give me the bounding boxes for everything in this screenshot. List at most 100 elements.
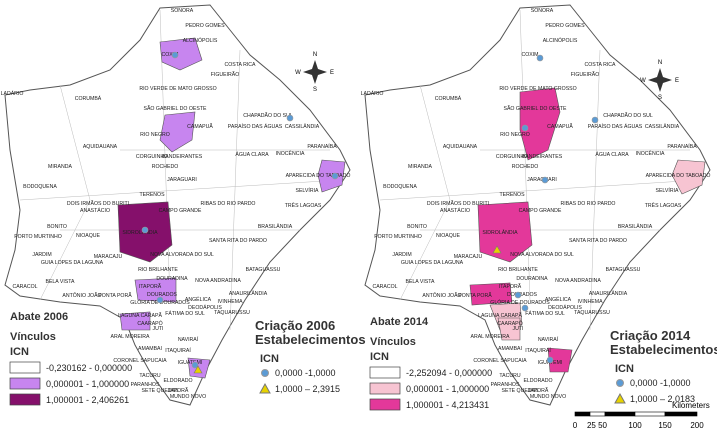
municipality-label: SÃO GABRIEL DO OESTE	[144, 105, 207, 112]
municipality-label: PORTO MURTINHO	[374, 234, 422, 240]
municipality-label: RIO NEGRO	[500, 132, 530, 138]
municipality-label: ELDORADO	[163, 378, 192, 384]
legend-swatch	[369, 382, 401, 395]
municipality-label: PARAÍSO DAS ÁGUAS	[228, 123, 283, 130]
municipality-label: LADÁRIO	[1, 90, 24, 97]
municipality-label: ANGÉLICA	[545, 296, 572, 303]
municipality-label: PEDRO GOMES	[185, 23, 225, 29]
municipality-label: CAMAPUÃ	[547, 123, 573, 130]
scale-tick: 25 50	[587, 421, 608, 430]
municipality-label: MARACAJU	[454, 254, 483, 260]
region	[317, 159, 346, 193]
municipality-label: SANTA RITA DO PARDO	[209, 238, 267, 244]
map: SONORA PEDRO GOMES ALCINÓPOLIS COXIM COSTA R…	[361, 4, 717, 411]
municipality-label: JARAGUARI	[167, 177, 197, 183]
municipality-label: BONITO	[47, 224, 67, 230]
legend-dot	[261, 369, 269, 377]
legend-dot	[616, 379, 624, 387]
municipality-label: SONORA	[531, 8, 554, 14]
municipality-label: PARANAÍBA	[667, 143, 697, 150]
municipality-label: BANDEIRANTES	[162, 154, 203, 160]
municipality-label: RIBAS DO RIO PARDO	[201, 201, 256, 207]
compass-letter: W	[295, 70, 301, 76]
municipality-label: CAARAPÓ	[137, 320, 162, 327]
municipality-label: NOVA ALVORADA DO SUL	[510, 252, 574, 258]
municipality-label: TRÊS LAGOAS	[645, 201, 682, 209]
region	[497, 317, 521, 341]
municipality-label: BELA VISTA	[45, 279, 75, 285]
municipality-label: PONTA PORÃ	[98, 292, 132, 299]
establishment-dot	[541, 176, 549, 184]
municipality-label: COSTA RICA	[584, 62, 616, 68]
legend-label: 0,000001 - 1,000000	[46, 379, 129, 389]
municipality-label: AMAMBAI	[498, 346, 522, 352]
legend-label: -0,230162 - 0,000000	[46, 363, 132, 373]
establishment-dot	[521, 304, 529, 312]
establishment-dot	[521, 124, 529, 132]
municipality-label: DOIS IRMÃOS DO BURITI	[427, 200, 489, 207]
border	[589, 49, 601, 331]
municipality-label: DOURADINA	[516, 276, 548, 282]
region	[477, 201, 533, 263]
municipality-label: RIO NEGRO	[140, 132, 170, 138]
municipality-label: CASSILÂNDIA	[285, 123, 320, 130]
municipality-label: COXIM	[161, 52, 178, 58]
municipality-label: PARAÍSO DAS ÁGUAS	[588, 123, 643, 130]
municipality-label: ALCINÓPOLIS	[183, 37, 218, 44]
border	[419, 84, 451, 201]
municipality-label: TACURU	[139, 373, 160, 379]
municipality-label: IVINHEMA	[577, 299, 603, 305]
legend-title: Vínculos	[370, 336, 416, 348]
municipality-label: BRASILÂNDIA	[258, 223, 293, 230]
map-title: Abate 2006	[10, 311, 68, 323]
municipality-label: RIO BRILHANTE	[498, 267, 538, 273]
municipality-label: FIGUEIRÃO	[211, 71, 240, 78]
legend-swatch	[369, 398, 401, 411]
scale-tick: 100	[628, 421, 642, 430]
points-label: 0,0000 -1,0000	[630, 378, 691, 388]
establishment-triangle	[492, 245, 502, 254]
municipality-label: SETE QUEDAS	[142, 388, 179, 394]
legend-swatch	[9, 393, 41, 406]
municipality-label: FÁTIMA DO SUL	[525, 310, 565, 317]
municipality-label: ÁGUA CLARA	[595, 151, 629, 158]
region	[671, 159, 706, 195]
municipality-label: DOURADOS	[507, 292, 538, 298]
municipality-label: ITAPORÃ	[499, 283, 522, 290]
municipality-label: PARANAÍBA	[307, 143, 337, 150]
municipality-label: SELVÍRIA	[656, 187, 680, 194]
municipality-label: TRÊS LAGOAS	[285, 201, 322, 209]
establishment-dot	[191, 361, 199, 369]
legend-label: 1,000001 - 2,406261	[46, 395, 129, 405]
legend-swatch	[369, 366, 401, 379]
map: SONORA PEDRO GOMES ALCINÓPOLIS COXIM COSTA R…	[1, 4, 366, 406]
municipality-label: ANAURILÂNDIA	[229, 290, 268, 297]
municipality-label: CHAPADÃO DO SUL	[243, 112, 293, 119]
municipality-label: TACURU	[499, 373, 520, 379]
municipality-label: BATAGUASSU	[246, 267, 281, 273]
compass-letter: N	[313, 52, 317, 58]
municipality-label: SETE QUEDAS	[502, 388, 539, 394]
legend-label: 1,000001 - 4,213431	[406, 400, 489, 410]
border	[229, 49, 241, 331]
municipality-label: PEDRO GOMES	[545, 23, 585, 29]
municipality-label: ITAQUIRAÍ	[165, 347, 191, 354]
municipality-label: PARANHOS	[491, 382, 520, 388]
region	[119, 311, 151, 331]
municipality-label: JUTI	[153, 326, 164, 332]
points-label: 1,0000 – 2,3915	[275, 384, 340, 394]
border	[519, 9, 531, 301]
municipality-label: ROCHEDO	[152, 164, 179, 170]
border	[39, 199, 91, 301]
establishment-dot	[546, 356, 554, 364]
municipality-label: TERENOS	[499, 192, 525, 198]
compass-letter: S	[658, 95, 662, 101]
municipality-label: LAGUNA CARAPÃ	[118, 312, 162, 319]
municipality-label: MARACAJU	[94, 254, 123, 260]
municipality-label: ELDORADO	[523, 378, 552, 384]
establishment-dot	[286, 114, 294, 122]
establishment-triangle	[193, 365, 203, 374]
points-label: 0,0000 -1,0000	[275, 368, 336, 378]
scale-tick: 200	[690, 421, 704, 430]
